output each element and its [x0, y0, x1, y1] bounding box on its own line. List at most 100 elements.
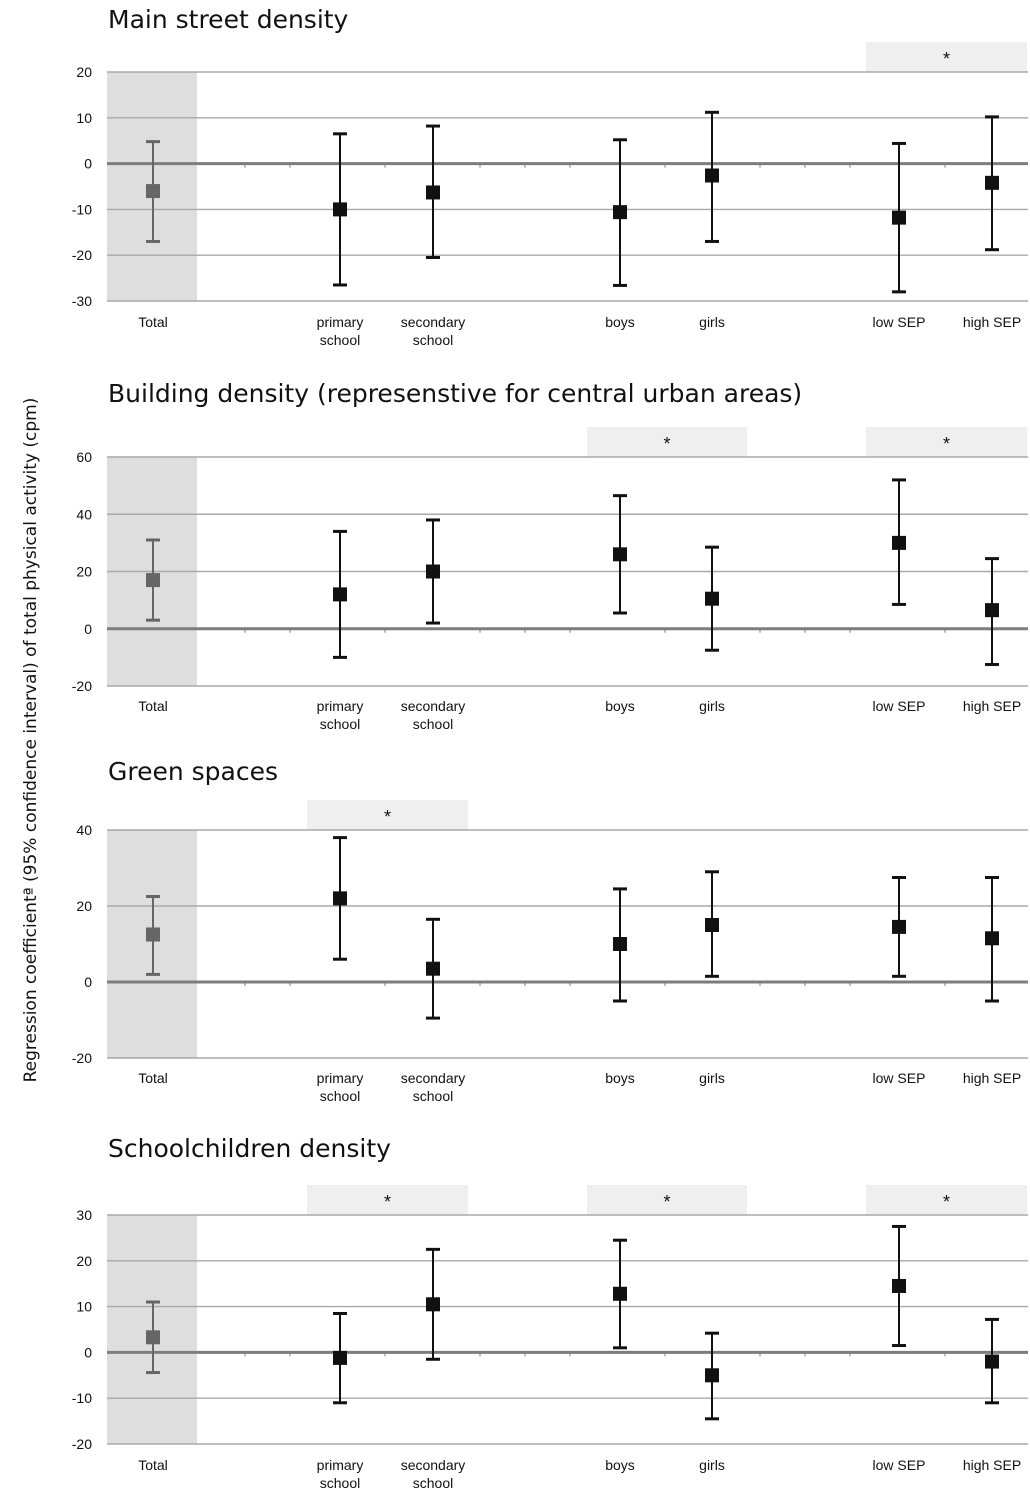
estimate-marker	[146, 927, 160, 942]
significance-band	[307, 1185, 468, 1215]
estimate-marker	[426, 564, 440, 579]
y-tick-label: 20	[76, 898, 92, 914]
chart-panel: Schoolchildren density * * * 30 20 10 0 -10 -20 To…	[72, 1134, 1028, 1491]
y-tick-label: -20	[72, 1436, 92, 1452]
y-tick-label: 40	[76, 506, 92, 522]
y-tick-label: -20	[72, 247, 92, 263]
category-label: high SEP	[963, 1457, 1021, 1473]
estimate-marker	[146, 184, 160, 199]
y-tick-label: 10	[76, 1299, 92, 1315]
category-label: high SEP	[963, 1070, 1021, 1086]
category-label: school	[413, 716, 453, 732]
significance-band	[587, 1185, 747, 1215]
chart-title: Building density (represenstive for cent…	[108, 379, 802, 408]
estimate-marker	[892, 210, 906, 225]
y-tick-label: 0	[84, 974, 92, 990]
category-label: school	[320, 332, 360, 348]
y-tick-label: 20	[76, 64, 92, 80]
category-label: school	[320, 1475, 360, 1491]
category-label: low SEP	[873, 314, 926, 330]
y-tick-label: 0	[84, 621, 92, 637]
significance-band	[307, 800, 468, 830]
y-tick-label: 20	[76, 1253, 92, 1269]
significance-band	[866, 1185, 1027, 1215]
category-label: secondary	[401, 1070, 466, 1086]
category-label: Total	[138, 698, 168, 714]
estimate-marker	[705, 1368, 719, 1383]
category-label: school	[413, 1088, 453, 1104]
category-label: school	[413, 1475, 453, 1491]
chart-title: Main street density	[108, 5, 349, 34]
significance-marker: *	[384, 1192, 391, 1212]
significance-marker: *	[943, 1192, 950, 1212]
category-label: secondary	[401, 314, 466, 330]
estimate-marker	[146, 573, 160, 588]
y-tick-label: 10	[76, 110, 92, 126]
category-label: Total	[138, 314, 168, 330]
estimate-marker	[985, 931, 999, 946]
significance-marker: *	[943, 49, 950, 69]
significance-marker: *	[943, 434, 950, 454]
category-label: school	[320, 716, 360, 732]
y-tick-label: 60	[76, 449, 92, 465]
category-label: boys	[605, 1070, 635, 1086]
y-tick-label: 30	[76, 1207, 92, 1223]
category-label: secondary	[401, 698, 466, 714]
y-tick-label: 0	[84, 1344, 92, 1360]
estimate-marker	[892, 919, 906, 934]
category-label: high SEP	[963, 698, 1021, 714]
category-label: girls	[699, 1457, 725, 1473]
y-tick-label: -20	[72, 1050, 92, 1066]
significance-marker: *	[663, 434, 670, 454]
category-label: school	[413, 332, 453, 348]
category-label: girls	[699, 1070, 725, 1086]
estimate-marker	[333, 1350, 347, 1365]
estimate-marker	[426, 185, 440, 200]
significance-marker: *	[663, 1192, 670, 1212]
chart-panel: Main street density * 20 10 0 -10 -20 -30 Total p…	[72, 5, 1028, 348]
estimate-marker	[985, 603, 999, 618]
estimate-marker	[892, 1278, 906, 1293]
estimate-marker	[613, 937, 627, 951]
category-label: boys	[605, 314, 635, 330]
y-tick-label: -10	[72, 201, 92, 217]
estimate-marker	[705, 918, 719, 932]
estimate-marker	[613, 547, 627, 562]
y-axis-label: Regression coefficientª (95% confidence …	[21, 398, 41, 1083]
significance-marker: *	[384, 807, 391, 827]
chart-title: Green spaces	[108, 757, 278, 786]
y-tick-label: 20	[76, 564, 92, 580]
estimate-marker	[426, 961, 440, 976]
category-label: boys	[605, 1457, 635, 1473]
category-label: boys	[605, 698, 635, 714]
y-tick-label: 40	[76, 822, 92, 838]
chart-panel: Building density (represenstive for cent…	[72, 379, 1028, 732]
category-label: secondary	[401, 1457, 466, 1473]
category-label: Total	[138, 1457, 168, 1473]
estimate-marker	[613, 205, 627, 220]
significance-band	[866, 42, 1027, 72]
y-tick-label: -30	[72, 293, 92, 309]
estimate-marker	[613, 1286, 627, 1301]
category-label: primary	[317, 314, 364, 330]
category-label: high SEP	[963, 314, 1021, 330]
significance-band	[866, 427, 1027, 457]
category-label: girls	[699, 698, 725, 714]
category-label: primary	[317, 698, 364, 714]
y-tick-label: -20	[72, 678, 92, 694]
panels: Main street density * 20 10 0 -10 -20 -30 Total p…	[72, 5, 1028, 1491]
estimate-marker	[985, 175, 999, 190]
category-label: girls	[699, 314, 725, 330]
y-tick-label: -10	[72, 1390, 92, 1406]
estimate-marker	[985, 1354, 999, 1369]
significance-band	[587, 427, 747, 457]
estimate-marker	[705, 591, 719, 606]
category-label: Total	[138, 1070, 168, 1086]
estimate-marker	[333, 891, 347, 906]
chart-panel: Green spaces * 40 20 0 -20 Total primary school s…	[72, 757, 1028, 1104]
category-label: primary	[317, 1070, 364, 1086]
estimate-marker	[892, 535, 906, 550]
estimate-marker	[333, 587, 347, 602]
category-label: school	[320, 1088, 360, 1104]
